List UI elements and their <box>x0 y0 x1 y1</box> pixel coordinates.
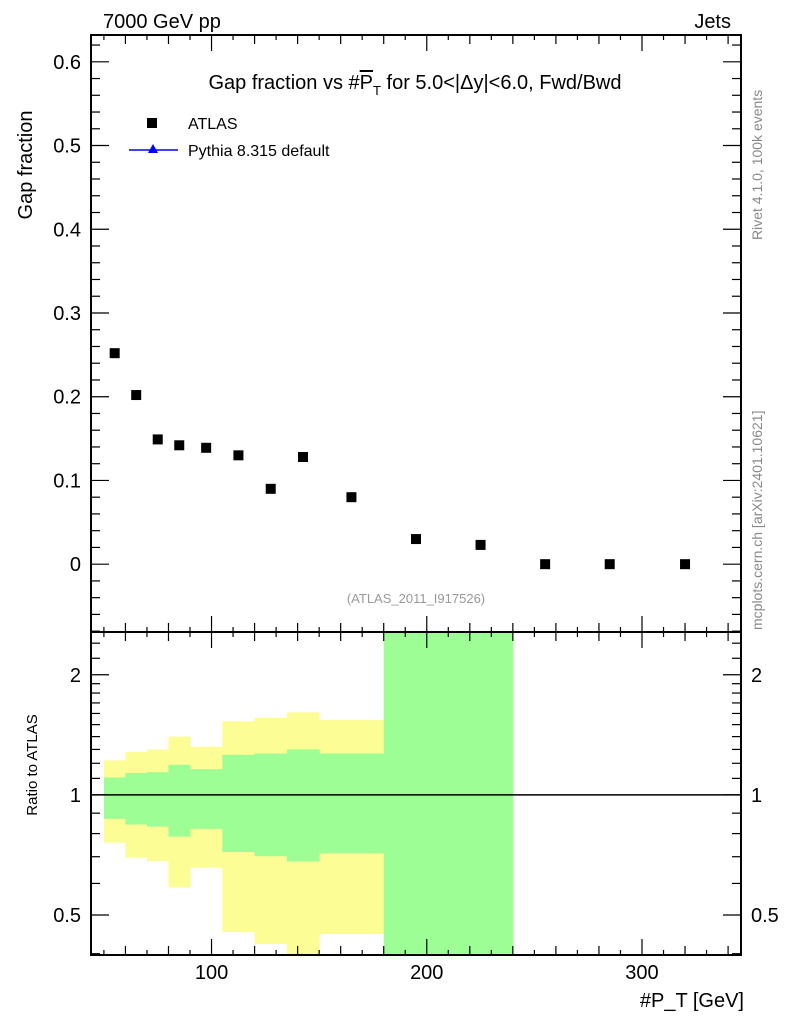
y-tick-label: 0.2 <box>53 387 81 409</box>
atlas-data-point <box>233 450 244 461</box>
ratio-band-bin <box>190 769 223 829</box>
legend-pythia-marker <box>148 144 158 153</box>
atlas-data-point <box>174 440 185 451</box>
atlas-data-point <box>604 559 615 570</box>
rivet-version-label: Rivet 4.1.0, 100k events <box>749 90 765 240</box>
x-axis-label: #P_T [GeV] <box>640 990 744 1012</box>
legend-pythia-label: Pythia 8.315 default <box>188 143 330 160</box>
plot-title: Gap fraction vs #PT for 5.0<|Δy|<6.0, Fw… <box>208 72 621 98</box>
ratio-band-bin <box>448 632 514 955</box>
atlas-data-point <box>201 442 212 453</box>
y-tick-label: 0.4 <box>53 219 81 241</box>
analysis-id: (ATLAS_2011_I917526) <box>347 591 485 606</box>
ratio-band-bin <box>222 754 256 853</box>
legend-atlas-label: ATLAS <box>188 116 238 133</box>
atlas-data-point <box>109 348 120 359</box>
ratio-y-tick-label-right: 2 <box>751 665 762 687</box>
ratio-band-bin <box>254 753 288 857</box>
ratio-y-tick-label: 0.5 <box>53 905 81 927</box>
ratio-y-tick-label-right: 1 <box>751 785 762 807</box>
ratio-y-tick-label: 1 <box>70 785 81 807</box>
ratio-uncertainty-bands <box>91 632 741 955</box>
atlas-data-point <box>540 559 551 570</box>
x-tick-label: 300 <box>625 962 658 984</box>
legend: ATLAS Pythia 8.315 default <box>129 116 330 160</box>
ratio-band-bin <box>168 764 191 837</box>
y-tick-label: 0.5 <box>53 136 81 158</box>
ratio-y-tick-label: 2 <box>70 665 81 687</box>
top-right-label: Jets <box>694 11 731 33</box>
ratio-band-bin <box>286 749 320 862</box>
ratio-band-bin <box>103 777 126 819</box>
ratio-y-tick-label-right: 0.5 <box>751 905 779 927</box>
atlas-data-point <box>680 559 691 570</box>
x-tick-label: 100 <box>195 962 228 984</box>
top-left-label: 7000 GeV pp <box>103 11 221 33</box>
ratio-panel-frame <box>90 631 742 956</box>
atlas-data-point <box>346 492 357 503</box>
x-tick-label: 200 <box>410 962 443 984</box>
mcplots-label: mcplots.cern.ch [arXiv:2401.10621] <box>749 411 765 630</box>
legend-atlas-marker <box>147 118 157 128</box>
ratio-band-bin <box>125 772 148 825</box>
ratio-band-bin <box>383 632 449 955</box>
atlas-data-point <box>152 434 163 445</box>
main-ylabel: Gap fraction <box>15 111 37 220</box>
y-tick-label: 0.1 <box>53 470 81 492</box>
atlas-data-point <box>131 390 142 401</box>
atlas-data-point <box>265 483 276 494</box>
atlas-data-point <box>411 534 421 545</box>
y-tick-label: 0.3 <box>53 303 81 325</box>
data-points <box>109 348 691 570</box>
ratio-band-bin <box>146 772 169 827</box>
atlas-data-point <box>298 452 309 463</box>
ratio-ylabel: Ratio to ATLAS <box>24 714 41 815</box>
ratio-band-bin <box>319 753 385 854</box>
y-tick-label: 0 <box>70 554 81 576</box>
y-tick-label: 0.6 <box>53 52 81 74</box>
tick-labels: 0 0.1 0.2 0.3 0.4 0.5 0.6 0.5 0.5 1 1 2 2 100 200 300 <box>53 52 779 984</box>
axis-ticks <box>91 35 741 955</box>
atlas-data-point <box>475 539 486 550</box>
